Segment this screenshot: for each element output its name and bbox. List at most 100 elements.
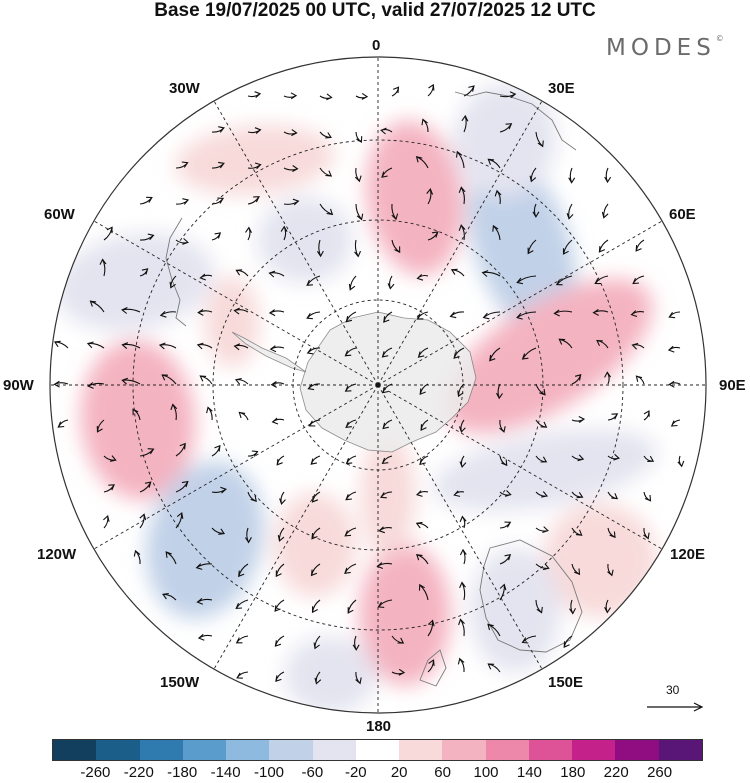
wind-arrow: [175, 511, 184, 529]
colorbar-swatch: [269, 740, 313, 760]
wind-arrow: [139, 233, 155, 241]
wind-arrow: [319, 203, 334, 216]
anomaly-contour: [284, 636, 376, 713]
wind-arrow: [630, 310, 645, 318]
wind-arrow: [175, 480, 189, 493]
wind-arrow: [499, 419, 506, 433]
anomaly-contour: [359, 544, 451, 686]
colorbar-swatch: [312, 740, 356, 760]
wind-arrow: [487, 623, 501, 637]
wind-arrow: [211, 527, 226, 535]
colorbar-swatch: [355, 740, 400, 760]
anomaly-contour: [432, 428, 658, 512]
wind-arrow: [420, 419, 429, 431]
wind-arrow: [415, 521, 429, 529]
wind-arrow: [378, 526, 393, 534]
wind-arrow: [247, 450, 259, 457]
wind-arrow: [268, 309, 285, 317]
wind-arrow: [499, 490, 512, 497]
wind-arrow: [308, 419, 321, 427]
wind-arrow: [344, 527, 357, 537]
wind-arrow: [244, 527, 252, 544]
wind-arrow: [427, 83, 435, 97]
wind-arrow: [96, 419, 105, 433]
wind-arrow: [377, 599, 393, 608]
wind-arrow: [311, 527, 321, 540]
meridian-line: [93, 220, 379, 386]
wind-arrow: [568, 167, 576, 184]
colorbar-swatch: [485, 740, 529, 760]
wind-arrow: [604, 599, 611, 614]
colorbar-swatch: [528, 740, 573, 760]
anomaly-contour: [453, 83, 557, 197]
negative-anomaly: [55, 232, 215, 332]
wind-arrow: [571, 527, 583, 536]
wind-arrow: [311, 599, 321, 614]
wind-arrow: [607, 527, 616, 539]
wind-arrow: [535, 455, 548, 463]
anomaly-contour: [469, 547, 561, 673]
colorbar-tick-label: -100: [253, 764, 285, 781]
wind-arrow: [345, 455, 357, 465]
wind-arrow: [535, 563, 550, 571]
wind-arrow: [247, 491, 257, 503]
colorbar-swatch: [139, 740, 183, 760]
negative-anomaly: [453, 83, 557, 197]
wind-arrow: [668, 380, 681, 388]
wind-arrow: [235, 269, 249, 277]
wind-arrow: [563, 635, 573, 648]
wind-arrow: [132, 408, 141, 421]
wind-arrow: [535, 491, 549, 498]
wind-arrow: [238, 563, 249, 578]
label-lon-120e: 120E: [670, 546, 706, 563]
wind-arrow: [482, 311, 501, 320]
anomaly-contour: [366, 120, 464, 276]
wind-arrow: [354, 239, 362, 258]
wind-arrow: [376, 562, 393, 570]
label-lon-120w: 120W: [37, 546, 77, 563]
wind-arrow: [604, 167, 612, 184]
negative-anomaly: [257, 196, 353, 284]
wind-arrow: [196, 342, 213, 350]
wind-arrow: [463, 85, 475, 97]
wind-arrow: [313, 635, 321, 650]
wind-arrow: [87, 382, 105, 389]
wind-arrow: [416, 311, 429, 320]
wind-arrow: [268, 270, 285, 278]
wind-arrow: [247, 162, 262, 170]
wind-arrow: [306, 311, 321, 320]
wind-arrow: [535, 526, 549, 534]
positive-anomaly: [443, 278, 653, 434]
wind-arrow: [197, 633, 213, 641]
wind-arrow: [607, 453, 620, 461]
wind-arrow: [319, 131, 332, 139]
south-pole-marker: [375, 382, 381, 388]
anomaly-contour: [175, 125, 335, 195]
wind-arrow: [347, 599, 357, 614]
wind-arrow: [352, 635, 360, 651]
meridian-line: [93, 384, 379, 550]
anomaly-contour: [542, 502, 658, 618]
wind-arrow: [235, 599, 249, 610]
wind-arrow: [391, 668, 406, 676]
wind-arrow: [458, 186, 466, 205]
wind-arrow: [383, 311, 393, 323]
wind-arrow: [99, 258, 107, 277]
colorbar-swatch: [658, 740, 702, 760]
anomaly-contour: [146, 461, 264, 619]
negative-anomaly: [284, 636, 376, 713]
wind-arrow: [274, 599, 285, 612]
negative-anomaly: [146, 461, 264, 619]
colorbar-tick-label: 20: [390, 764, 408, 781]
wind-arrow: [427, 231, 439, 241]
wind-arrow: [455, 150, 465, 169]
modes-logo: MODES©: [606, 34, 724, 61]
wind-arrow: [211, 232, 222, 241]
wind-arrow: [271, 417, 285, 425]
wind-arrow: [158, 342, 177, 350]
wind-arrow: [310, 455, 321, 465]
wind-arrow: [487, 663, 501, 673]
wind-arrow: [199, 375, 213, 385]
wind-arrow: [197, 308, 213, 316]
